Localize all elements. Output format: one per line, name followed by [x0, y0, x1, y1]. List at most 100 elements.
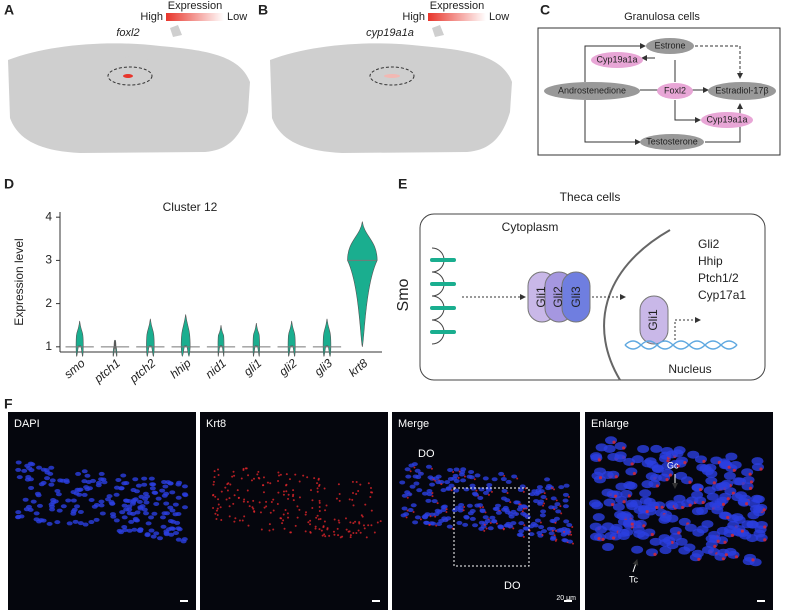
krt8-stain	[627, 494, 631, 498]
nucleus-stain	[143, 511, 150, 516]
krt8-stain	[376, 521, 379, 524]
krt8-stain	[316, 482, 319, 485]
nucleus-stain	[18, 514, 25, 519]
nucleus-stain	[401, 493, 408, 498]
nucleus-stain	[119, 510, 126, 515]
nucleus-label: Nucleus	[668, 362, 711, 376]
krt8-stain	[567, 495, 570, 498]
krt8-stain	[318, 499, 321, 502]
nucleus-stain	[175, 537, 182, 542]
krt8-stain	[335, 497, 338, 500]
krt8-stain	[320, 529, 323, 532]
nucleus-stain	[123, 481, 130, 486]
nucleus-stain	[137, 529, 144, 534]
krt8-stain	[317, 477, 320, 480]
target-gene: Ptch1/2	[698, 271, 739, 285]
nucleus-stain	[445, 516, 452, 521]
krt8-stain	[288, 478, 291, 481]
krt8-stain	[282, 513, 285, 516]
complex-label: Gli2	[551, 286, 565, 308]
nucleus-stain	[546, 484, 553, 489]
krt8-stain	[363, 527, 366, 530]
nucleus-stain	[174, 520, 181, 525]
krt8-stain	[345, 528, 348, 531]
krt8-stain	[668, 473, 673, 477]
krt8-stain	[228, 515, 231, 518]
krt8-stain	[285, 490, 288, 493]
krt8-stain	[292, 489, 295, 492]
krt8-stain	[323, 487, 326, 490]
node-label: Testosterone	[646, 136, 698, 146]
nucleus-stain	[159, 515, 166, 520]
nucleus-stain	[474, 503, 481, 508]
krt8-stain	[325, 504, 328, 507]
nucleus-stain	[168, 532, 175, 537]
krt8-stain	[351, 480, 354, 483]
target-gene: Hhip	[698, 254, 723, 268]
nucleus-stain	[46, 521, 53, 526]
nucleus-stain	[460, 467, 467, 472]
krt8-stain	[324, 509, 327, 512]
nucleus-stain	[169, 490, 176, 495]
node	[701, 112, 753, 128]
krt8-stain	[370, 524, 373, 527]
nucleus-stain	[534, 518, 541, 523]
krt8-stain	[283, 527, 286, 530]
nucleus-stain	[554, 502, 561, 507]
nucleus-stain	[632, 525, 645, 534]
x-tick-label: ptch1	[91, 356, 123, 386]
nucleus-stain	[88, 520, 95, 525]
krt8-stain	[262, 476, 265, 479]
nucleus-stain	[167, 481, 174, 486]
krt8-stain	[231, 475, 234, 478]
nucleus-stain	[718, 481, 731, 490]
krt8-stain	[612, 440, 616, 444]
nucleus-stain	[595, 443, 608, 452]
krt8-stain	[316, 487, 319, 490]
umap	[269, 24, 513, 154]
nucleus-stain	[160, 524, 167, 529]
krt8-stain	[457, 476, 460, 479]
krt8-stain	[436, 502, 439, 505]
nucleus-stain	[132, 497, 139, 502]
micrograph	[200, 412, 388, 610]
krt8-stain	[352, 531, 355, 534]
nucleus-stain	[44, 470, 51, 475]
krt8-stain	[601, 537, 605, 541]
krt8-stain	[713, 544, 717, 549]
krt8-stain	[318, 501, 321, 504]
nucleus-stain	[134, 510, 141, 515]
krt8-stain	[225, 498, 228, 501]
krt8-stain	[762, 508, 766, 512]
nucleus-stain	[591, 501, 604, 510]
nucleus-stain	[401, 506, 408, 511]
nucleus-stain	[422, 491, 429, 496]
krt8-stain	[281, 522, 284, 525]
krt8-stain	[229, 483, 232, 486]
nucleus-stain	[725, 452, 738, 461]
node-label: Estrone	[654, 40, 685, 50]
krt8-stain	[323, 520, 326, 523]
nucleus-stain	[550, 496, 557, 501]
krt8-stain	[232, 470, 235, 473]
nucleus-stain	[425, 464, 432, 469]
krt8-stain	[555, 499, 558, 502]
krt8-stain	[336, 527, 339, 530]
nucleus-stain	[148, 515, 155, 520]
nucleus-stain	[15, 510, 22, 515]
node	[646, 38, 694, 54]
violin	[252, 323, 260, 357]
krt8-stain	[571, 525, 574, 528]
nucleus-stain	[131, 527, 138, 532]
nucleus-stain	[412, 474, 419, 479]
nucleus-stain	[422, 513, 429, 518]
krt8-stain	[483, 523, 486, 526]
nucleus-stain	[55, 492, 62, 497]
scale-bar	[757, 600, 765, 602]
krt8-stain	[541, 534, 544, 537]
krt8-stain	[213, 470, 216, 473]
krt8-stain	[452, 471, 455, 474]
krt8-stain	[285, 484, 288, 487]
nucleus-stain	[98, 503, 105, 508]
nucleus-stain	[126, 511, 133, 516]
